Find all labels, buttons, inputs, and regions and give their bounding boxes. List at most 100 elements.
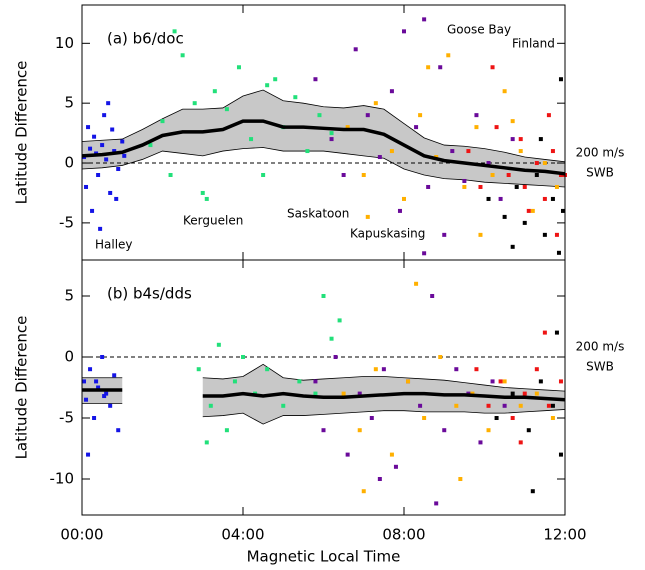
- data-point: [317, 113, 322, 118]
- data-point: [365, 113, 370, 118]
- data-point: [454, 403, 459, 408]
- data-point: [542, 161, 547, 166]
- data-point: [442, 428, 447, 433]
- data-point: [494, 125, 499, 130]
- data-point: [341, 173, 346, 177]
- data-point: [402, 196, 406, 201]
- data-point: [148, 143, 153, 148]
- y-tick-label: 5: [64, 286, 74, 304]
- data-point: [341, 391, 346, 396]
- data-point: [88, 367, 93, 372]
- station-label: Finland: [512, 37, 555, 51]
- data-point: [558, 379, 563, 384]
- data-point: [84, 397, 89, 402]
- data-point: [321, 428, 326, 433]
- data-point: [490, 379, 495, 384]
- y-tick-label: -5: [59, 213, 74, 231]
- y-tick-label: -5: [59, 409, 74, 427]
- data-point: [241, 354, 245, 359]
- data-point: [389, 149, 394, 154]
- data-point: [494, 416, 499, 421]
- data-point: [196, 367, 201, 372]
- data-point: [506, 173, 511, 177]
- data-point: [534, 391, 539, 396]
- y-axis-label: Latitude Difference: [13, 316, 31, 460]
- data-point: [212, 89, 217, 94]
- data-point: [458, 477, 463, 482]
- annotation: 200 m/s: [576, 339, 625, 353]
- data-point: [450, 149, 455, 154]
- data-point: [558, 77, 563, 82]
- data-point: [329, 336, 334, 341]
- data-point: [442, 232, 447, 237]
- data-point: [261, 173, 266, 177]
- data-point: [313, 77, 318, 82]
- band-upper: [82, 363, 566, 392]
- data-point: [116, 428, 121, 433]
- data-point: [92, 416, 97, 421]
- data-point: [422, 251, 427, 256]
- data-point: [82, 379, 87, 384]
- data-point: [273, 77, 278, 82]
- annotation: 200 m/s: [576, 146, 625, 160]
- data-point: [200, 190, 205, 195]
- mean-line: [81, 119, 566, 176]
- data-point: [361, 489, 366, 494]
- data-point: [393, 464, 398, 469]
- data-point: [172, 29, 177, 34]
- data-point: [90, 208, 95, 213]
- data-point: [357, 428, 362, 433]
- data-point: [114, 196, 119, 201]
- data-point: [518, 149, 523, 154]
- data-point: [249, 137, 254, 142]
- data-point: [216, 342, 221, 347]
- band-fill: [82, 90, 565, 187]
- data-point: [474, 367, 479, 372]
- data-point: [518, 403, 523, 408]
- data-point: [542, 196, 547, 201]
- data-point: [486, 403, 491, 408]
- data-point: [538, 137, 543, 142]
- data-point: [361, 173, 366, 177]
- data-point: [406, 379, 411, 384]
- y-tick-label: 10: [55, 34, 74, 52]
- data-point: [86, 125, 91, 130]
- y-tick-label: 5: [64, 94, 74, 112]
- panel-title: (a) b6/doc: [107, 30, 184, 48]
- data-point: [526, 428, 531, 433]
- data-point: [502, 403, 507, 408]
- data-point: [84, 184, 89, 189]
- data-point: [534, 161, 539, 166]
- data-point: [502, 214, 507, 219]
- data-point: [430, 293, 435, 298]
- data-point: [434, 501, 439, 506]
- data-point: [204, 196, 209, 201]
- data-point: [329, 137, 334, 142]
- data-point: [160, 119, 165, 124]
- data-point: [438, 65, 443, 70]
- data-point: [446, 53, 451, 58]
- data-point: [438, 354, 443, 359]
- data-point: [550, 196, 555, 201]
- data-point: [100, 143, 105, 148]
- data-point: [96, 385, 101, 390]
- data-point: [402, 29, 406, 34]
- data-point: [558, 452, 563, 457]
- band-lower: [81, 147, 566, 188]
- data-point: [542, 232, 547, 237]
- x-axis-label: Magnetic Local Time: [247, 548, 401, 566]
- x-tick-label: 12:00: [543, 526, 586, 544]
- data-point: [542, 330, 547, 335]
- data-point: [204, 440, 209, 445]
- plot-frame: [81, 259, 566, 516]
- data-point: [116, 167, 121, 172]
- data-point: [546, 403, 551, 408]
- data-point: [474, 113, 479, 118]
- data-point: [518, 440, 523, 445]
- data-point: [232, 379, 237, 384]
- data-point: [502, 379, 507, 384]
- data-point: [510, 137, 515, 142]
- data-point: [293, 95, 298, 100]
- data-point: [281, 403, 286, 408]
